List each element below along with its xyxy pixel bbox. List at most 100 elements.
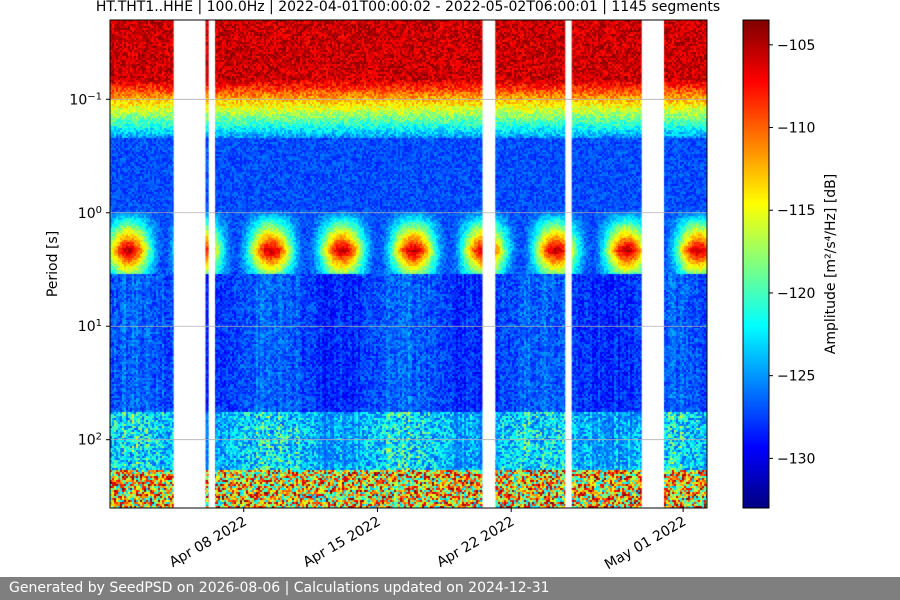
colorbar-swatch bbox=[743, 447, 769, 449]
colorbar-swatch bbox=[743, 143, 769, 145]
colorbar-swatch bbox=[743, 273, 769, 275]
colorbar-swatch bbox=[743, 381, 769, 383]
colorbar-swatch bbox=[743, 302, 769, 304]
colorbar-swatch bbox=[743, 181, 769, 183]
colorbar-swatch bbox=[743, 78, 769, 80]
colorbar-swatch bbox=[743, 108, 769, 110]
colorbar-swatch bbox=[743, 118, 769, 120]
colorbar-swatch bbox=[743, 383, 769, 385]
colorbar-swatch bbox=[743, 311, 769, 313]
y-tick-base: 10 bbox=[78, 319, 96, 335]
colorbar-swatch bbox=[743, 54, 769, 56]
colorbar-swatch bbox=[743, 416, 769, 418]
psd-heatmap-image bbox=[110, 20, 707, 508]
colorbar-swatch bbox=[743, 80, 769, 82]
colorbar-swatch bbox=[743, 250, 769, 252]
colorbar-swatch bbox=[743, 464, 769, 466]
colorbar-swatch bbox=[743, 158, 769, 160]
colorbar-swatch bbox=[743, 354, 769, 356]
colorbar-swatch bbox=[743, 352, 769, 354]
colorbar-swatch bbox=[743, 151, 769, 153]
colorbar-swatch bbox=[743, 209, 769, 211]
colorbar-swatch bbox=[743, 426, 769, 428]
colorbar-swatch bbox=[743, 432, 769, 434]
colorbar-swatch bbox=[743, 485, 769, 487]
colorbar-swatch bbox=[743, 489, 769, 491]
y-tick-exponent: 0 bbox=[96, 204, 102, 215]
colorbar-swatch bbox=[743, 45, 769, 47]
colorbar-swatch bbox=[743, 61, 769, 63]
colorbar-swatch bbox=[743, 59, 769, 61]
colorbar-swatch bbox=[743, 182, 769, 184]
colorbar-swatch bbox=[743, 378, 769, 380]
colorbar-swatch bbox=[743, 37, 769, 39]
colorbar-swatch bbox=[743, 282, 769, 284]
colorbar-swatch bbox=[743, 394, 769, 396]
colorbar-swatch bbox=[743, 43, 769, 45]
colorbar-swatch bbox=[743, 51, 769, 53]
colorbar-swatch bbox=[743, 281, 769, 283]
colorbar-swatch bbox=[743, 272, 769, 274]
colorbar-swatch bbox=[743, 217, 769, 219]
colorbar-swatch bbox=[743, 129, 769, 131]
colorbar-swatch bbox=[743, 477, 769, 479]
colorbar-swatch bbox=[743, 224, 769, 226]
colorbar-swatch bbox=[743, 279, 769, 281]
colorbar-swatch bbox=[743, 397, 769, 399]
colorbar-swatch bbox=[743, 362, 769, 364]
colorbar-swatch bbox=[743, 159, 769, 161]
colorbar-tick-label: −110 bbox=[777, 121, 815, 137]
colorbar-swatch bbox=[743, 21, 769, 23]
colorbar-swatch bbox=[743, 91, 769, 93]
colorbar-swatch bbox=[743, 194, 769, 196]
colorbar-swatch bbox=[743, 261, 769, 263]
colorbar-swatch bbox=[743, 246, 769, 248]
colorbar-swatch bbox=[743, 345, 769, 347]
colorbar-swatch bbox=[743, 240, 769, 242]
colorbar-swatch bbox=[743, 248, 769, 250]
colorbar-swatch bbox=[743, 334, 769, 336]
colorbar-swatch bbox=[743, 399, 769, 401]
colorbar-swatch bbox=[743, 22, 769, 24]
colorbar-swatch bbox=[743, 422, 769, 424]
colorbar-swatch bbox=[743, 241, 769, 243]
colorbar-swatch bbox=[743, 470, 769, 472]
colorbar-swatch bbox=[743, 373, 769, 375]
colorbar-swatch bbox=[743, 353, 769, 355]
colorbar-swatch bbox=[743, 270, 769, 272]
colorbar-swatch bbox=[743, 177, 769, 179]
colorbar-swatch bbox=[743, 126, 769, 128]
colorbar-swatch bbox=[743, 263, 769, 265]
colorbar-swatch bbox=[743, 152, 769, 154]
colorbar-swatch bbox=[743, 29, 769, 31]
colorbar-swatch bbox=[743, 309, 769, 311]
colorbar-swatch bbox=[743, 189, 769, 191]
x-tick-label: Apr 22 2022 bbox=[434, 514, 517, 571]
colorbar-swatch bbox=[743, 349, 769, 351]
colorbar-swatch bbox=[743, 284, 769, 286]
colorbar-tick-label: −115 bbox=[777, 203, 815, 219]
colorbar-swatch bbox=[743, 35, 769, 37]
colorbar-swatch bbox=[743, 84, 769, 86]
y-tick-label: 101 bbox=[78, 318, 102, 336]
colorbar-swatch bbox=[743, 460, 769, 462]
colorbar-swatch bbox=[743, 324, 769, 326]
colorbar-swatch bbox=[743, 420, 769, 422]
colorbar-swatch bbox=[743, 99, 769, 101]
colorbar-swatch bbox=[743, 341, 769, 343]
y-tick-label: 100 bbox=[78, 204, 102, 222]
colorbar-swatch bbox=[743, 474, 769, 476]
colorbar-swatch bbox=[743, 163, 769, 165]
colorbar-swatch bbox=[743, 467, 769, 469]
colorbar-swatch bbox=[743, 75, 769, 77]
colorbar-swatch bbox=[743, 201, 769, 203]
colorbar-swatch bbox=[743, 484, 769, 486]
colorbar-swatch bbox=[743, 206, 769, 208]
colorbar-swatch bbox=[743, 115, 769, 117]
x-tick-label: May 01 2022 bbox=[602, 514, 689, 574]
colorbar-swatch bbox=[743, 160, 769, 162]
colorbar-swatch bbox=[743, 103, 769, 105]
y-tick-base: 10 bbox=[78, 433, 96, 449]
colorbar-swatch bbox=[743, 480, 769, 482]
colorbar-swatch bbox=[743, 500, 769, 502]
